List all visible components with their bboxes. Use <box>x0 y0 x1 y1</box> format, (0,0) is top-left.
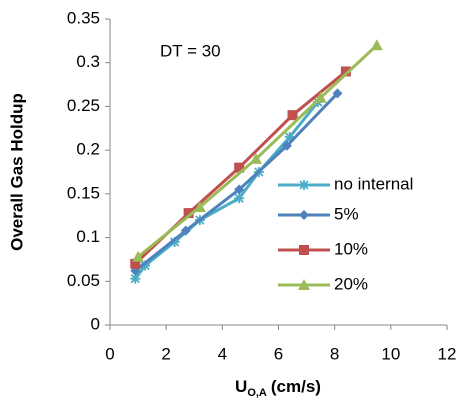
data-point <box>234 162 245 173</box>
x-label-unit: (cm/s) <box>271 377 321 396</box>
x-label-main: U <box>235 377 247 396</box>
data-point <box>250 152 263 164</box>
y-axis-label: Overall Gas Holdup <box>7 93 26 251</box>
series-line <box>134 101 319 280</box>
y-tick-label: 0.15 <box>67 183 100 202</box>
x-tick-label: 0 <box>105 344 114 363</box>
legend-marker <box>299 210 309 220</box>
y-tick-label: 0 <box>91 314 100 333</box>
data-point <box>234 193 245 204</box>
legend-marker <box>298 279 310 290</box>
x-tick-label: 2 <box>161 344 170 363</box>
data-point <box>130 258 141 269</box>
x-tick-label: 6 <box>274 344 283 363</box>
legend-label: no internal <box>334 174 413 193</box>
y-tick-label: 0.25 <box>67 96 100 115</box>
y-tick-label: 0.35 <box>67 8 100 27</box>
x-axis-label: UO,A (cm/s) <box>235 377 321 398</box>
legend-label: 10% <box>334 239 368 258</box>
legend-label: 20% <box>334 274 368 293</box>
y-tick-label: 0.05 <box>67 271 100 290</box>
x-tick-label: 4 <box>218 344 227 363</box>
data-point <box>234 184 245 195</box>
legend-label: 5% <box>334 204 359 223</box>
x-tick-label: 10 <box>381 344 400 363</box>
data-point <box>169 236 180 247</box>
data-point <box>370 39 383 51</box>
data-point <box>332 88 343 99</box>
legend-marker <box>299 245 309 255</box>
data-point <box>140 260 151 271</box>
data-point <box>284 132 295 143</box>
data-point <box>314 91 327 103</box>
data-point <box>130 273 141 284</box>
data-point <box>183 208 194 219</box>
data-point <box>180 225 191 236</box>
data-point <box>132 250 145 262</box>
x-tick-label: 12 <box>438 344 457 363</box>
y-tick-label: 0.1 <box>76 227 100 246</box>
x-tick-label: 8 <box>330 344 339 363</box>
legend-marker <box>299 180 309 190</box>
annotation: DT = 30 <box>160 41 221 60</box>
data-point <box>193 200 206 212</box>
y-tick-label: 0.2 <box>76 140 100 159</box>
x-label-sub: O,A <box>247 387 267 399</box>
data-point <box>340 66 351 77</box>
y-tick-label: 0.3 <box>76 52 100 71</box>
data-point <box>281 140 292 151</box>
data-point <box>287 110 298 121</box>
